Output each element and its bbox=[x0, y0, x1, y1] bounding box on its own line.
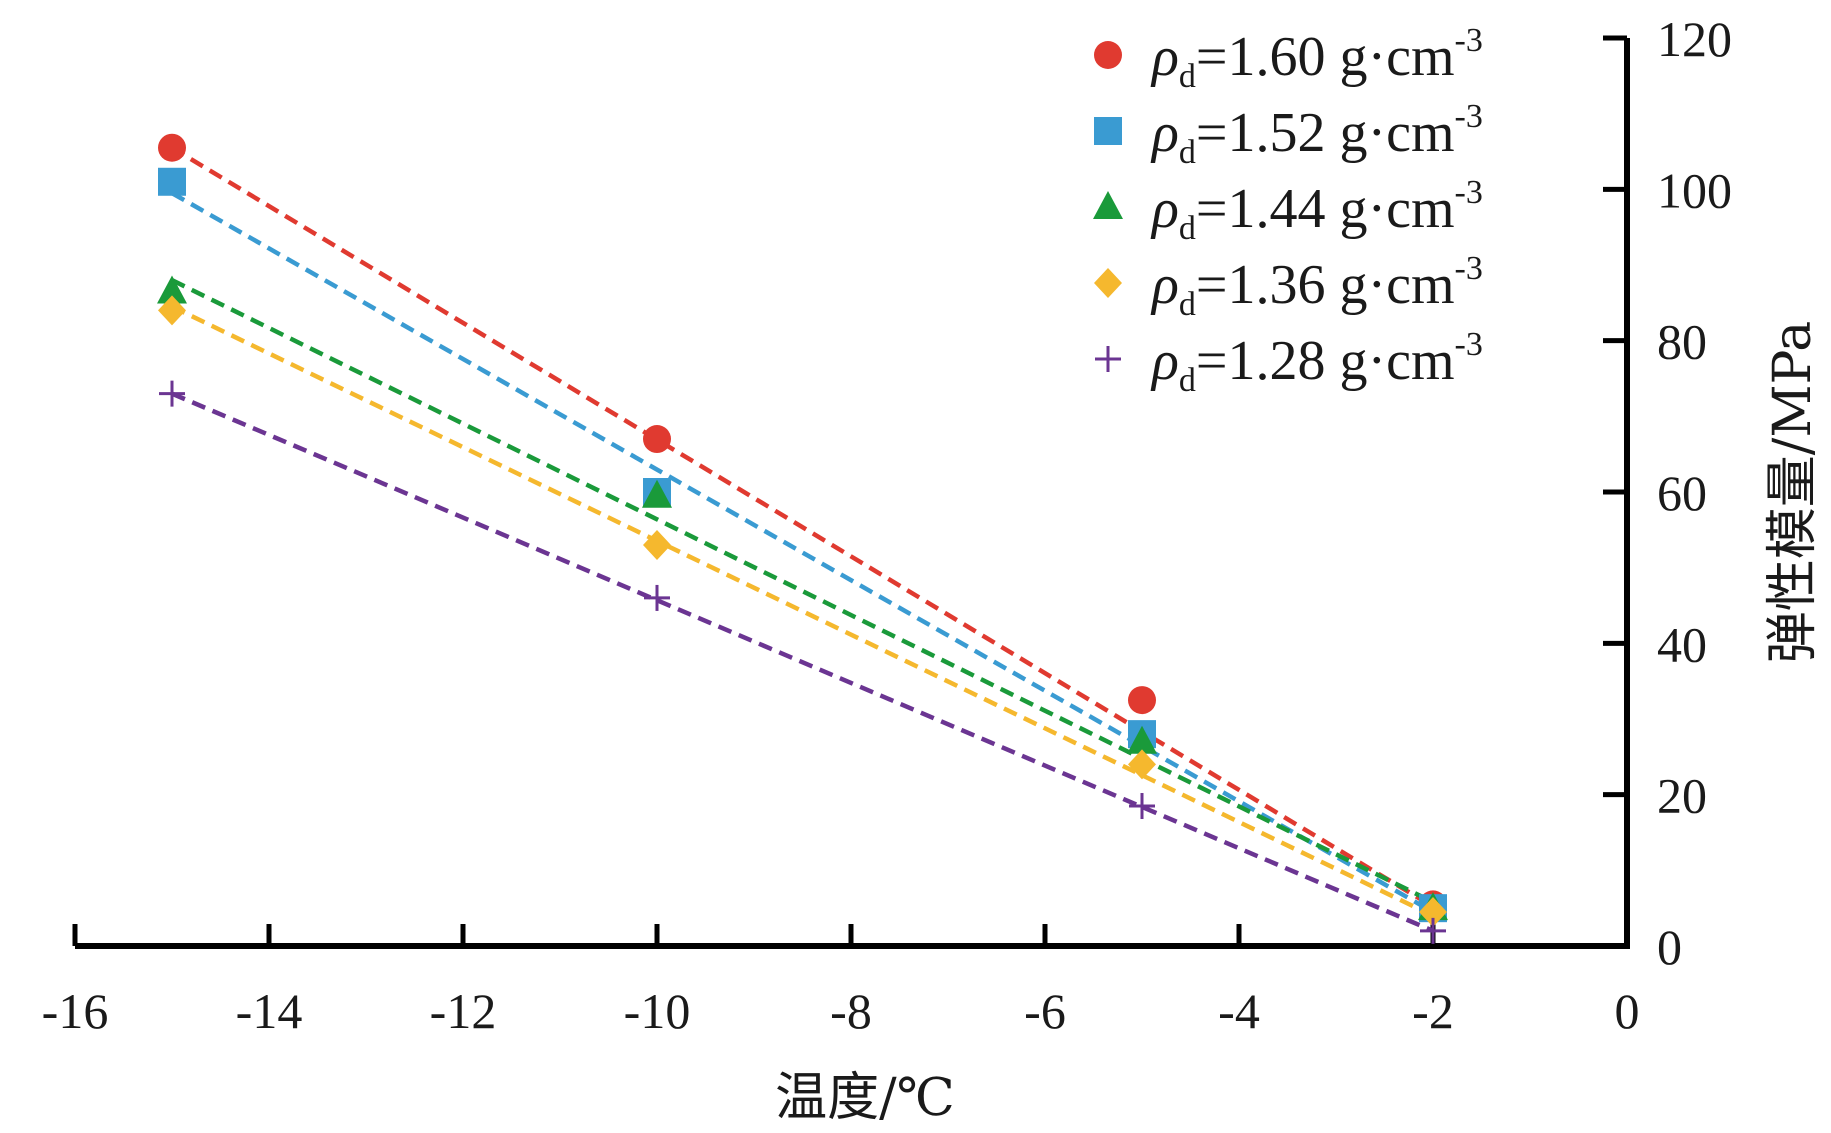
trend-line-triangle bbox=[171, 278, 1434, 905]
trend-line-plus bbox=[171, 391, 1434, 933]
legend-subscript: d bbox=[1179, 58, 1196, 95]
axes: -16 -14 -12 -10 -8 -6 -4 -2 00 20 40 60 80 100 120 温度/℃… bbox=[42, 11, 1823, 1128]
x-tick-label: -6 bbox=[1024, 983, 1066, 1039]
data-point-triangle bbox=[1127, 725, 1157, 754]
legend-label: ρd=1.44 g·cm-3 bbox=[1150, 174, 1483, 247]
legend-symbol: ρ bbox=[1150, 178, 1179, 240]
legend-superscript: -3 bbox=[1455, 326, 1483, 363]
x-tick-label: -10 bbox=[624, 983, 691, 1039]
data-point-plus bbox=[1420, 917, 1446, 944]
legend-symbol: ρ bbox=[1150, 254, 1179, 316]
x-tick-label: -16 bbox=[42, 983, 109, 1039]
x-tick-label: 0 bbox=[1615, 983, 1640, 1039]
legend-symbol: ρ bbox=[1150, 102, 1179, 164]
legend-marker-triangle bbox=[1093, 191, 1123, 219]
legend-symbol: ρ bbox=[1150, 26, 1179, 88]
legend-marker-circle bbox=[1094, 41, 1122, 69]
legend-subscript: d bbox=[1179, 286, 1196, 323]
y-tick-label: 100 bbox=[1657, 162, 1732, 218]
data-point-plus bbox=[644, 584, 670, 611]
data-point-triangle bbox=[642, 479, 672, 508]
trend-line-diamond bbox=[171, 304, 1434, 918]
legend-superscript: -3 bbox=[1455, 22, 1483, 59]
data-point-triangle bbox=[157, 275, 187, 304]
y-tick-label: 60 bbox=[1657, 465, 1707, 521]
data-point-diamond bbox=[643, 529, 671, 560]
y-axis-title: 弹性模量/MPa bbox=[1763, 321, 1823, 663]
legend-label: ρd=1.60 g·cm-3 bbox=[1150, 22, 1483, 95]
legend-value: =1.36 g·cm bbox=[1196, 254, 1455, 316]
legend-superscript: -3 bbox=[1455, 250, 1483, 287]
data-point-plus bbox=[1129, 793, 1155, 820]
y-tick-label: 0 bbox=[1657, 919, 1682, 975]
data-point-square bbox=[158, 167, 186, 196]
data-point-circle bbox=[158, 133, 186, 162]
data-point-diamond bbox=[158, 295, 186, 326]
y-tick-label: 80 bbox=[1657, 314, 1707, 370]
legend-value: =1.44 g·cm bbox=[1196, 178, 1455, 240]
data-point-plus bbox=[159, 380, 185, 407]
x-tick-label: -8 bbox=[830, 983, 872, 1039]
legend-symbol: ρ bbox=[1150, 330, 1179, 392]
y-tick-label: 40 bbox=[1657, 616, 1707, 672]
legend-subscript: d bbox=[1179, 210, 1196, 247]
legend-label: ρd=1.52 g·cm-3 bbox=[1150, 98, 1483, 171]
x-tick-label: -12 bbox=[430, 983, 497, 1039]
data-point-diamond bbox=[1419, 896, 1447, 927]
legend-subscript: d bbox=[1179, 362, 1196, 399]
data-point-circle bbox=[1128, 686, 1156, 715]
legend-superscript: -3 bbox=[1455, 174, 1483, 211]
legend-value: =1.52 g·cm bbox=[1196, 102, 1455, 164]
y-tick-label: 120 bbox=[1657, 11, 1732, 67]
x-tick-label: -4 bbox=[1218, 983, 1260, 1039]
legend-label: ρd=1.28 g·cm-3 bbox=[1150, 326, 1483, 399]
data-point-circle bbox=[643, 425, 671, 454]
trend-line-circle bbox=[170, 145, 1435, 909]
legend-label: ρd=1.36 g·cm-3 bbox=[1150, 250, 1483, 323]
trend-lines bbox=[170, 145, 1435, 933]
legend-marker-diamond bbox=[1094, 268, 1122, 298]
legend: ρd=1.60 g·cm-3ρd=1.52 g·cm-3ρd=1.44 g·cm… bbox=[1093, 22, 1483, 399]
legend-value: =1.28 g·cm bbox=[1196, 330, 1455, 392]
x-tick-label: -2 bbox=[1412, 983, 1454, 1039]
data-markers bbox=[157, 133, 1448, 944]
legend-value: =1.60 g·cm bbox=[1196, 26, 1455, 88]
y-tick-label: 20 bbox=[1657, 768, 1707, 824]
x-tick-label: -14 bbox=[236, 983, 303, 1039]
legend-superscript: -3 bbox=[1455, 98, 1483, 135]
legend-marker-plus bbox=[1095, 346, 1121, 372]
x-axis-title: 温度/℃ bbox=[775, 1068, 955, 1128]
legend-marker-square bbox=[1094, 117, 1122, 145]
data-point-diamond bbox=[1128, 749, 1156, 780]
legend-subscript: d bbox=[1179, 134, 1196, 171]
